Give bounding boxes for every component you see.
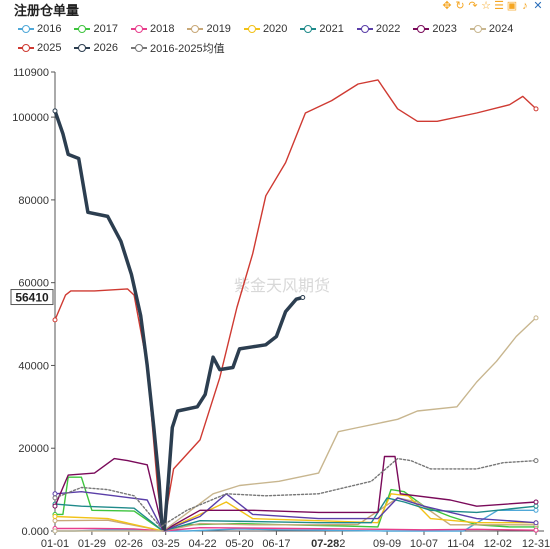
legend-label: 2016 — [37, 23, 62, 35]
x-tick-label: 12-31 — [522, 538, 550, 549]
series-point-10-1 — [300, 295, 306, 301]
legend-label: 2025 — [37, 42, 62, 54]
series-point-11-0 — [52, 495, 58, 501]
series-line-10 — [53, 109, 305, 531]
y-tick-label: 110900 — [13, 67, 49, 79]
chart-legend: 2016 2017 2018 2019 2020 2021 2022 2023 2024 2025… — [18, 22, 544, 55]
legend-marker-icon — [356, 24, 373, 34]
close-icon[interactable]: ✕ — [533, 0, 543, 12]
y-tick-label: 80000 — [18, 195, 49, 207]
legend-item[interactable]: 2021 — [300, 22, 344, 36]
image-icon[interactable]: ▣ — [506, 0, 518, 12]
legend-marker-icon — [413, 24, 430, 34]
refresh-icon[interactable]: ↻ — [455, 0, 465, 12]
legend-label: 2017 — [93, 23, 118, 35]
legend-marker-icon — [130, 43, 147, 53]
legend-marker-icon — [18, 24, 34, 34]
legend-marker-icon — [469, 24, 486, 34]
y-tick-label: 60000 — [18, 278, 49, 290]
x-tick-label: 11-04 — [447, 538, 474, 549]
x-tick-label: 09-09 — [373, 538, 401, 549]
x-tick-label: 06-17 — [262, 538, 290, 549]
x-tick-label: 04-22 — [189, 538, 217, 549]
legend-item[interactable]: 2016-2025均值 — [130, 41, 225, 55]
series-point-8-1 — [533, 315, 539, 321]
legend-label: 2019 — [206, 23, 231, 35]
legend-label: 2024 — [488, 23, 514, 35]
legend-item[interactable]: 2026 — [74, 41, 118, 55]
series-point-0-1 — [533, 507, 539, 513]
series-point-10-0 — [52, 108, 58, 114]
legend-marker-icon — [300, 24, 317, 34]
series-line-6 — [54, 491, 537, 532]
series-line-11 — [54, 457, 537, 528]
series-point-3-0 — [52, 518, 58, 524]
chart-toolbar: ✥ ↻ ↷ ☆ ☰ ▣ ♪ ✕ — [441, 0, 544, 14]
y-tick-label: 100000 — [12, 112, 49, 124]
move-icon[interactable]: ✥ — [442, 0, 452, 12]
legend-item[interactable]: 2025 — [18, 41, 61, 55]
legend-label: 2016-2025均值 — [149, 43, 225, 55]
legend-item[interactable]: 2024 — [469, 22, 514, 36]
y-tick-label: 0.000 — [21, 526, 49, 538]
y-tick-label: 40000 — [18, 360, 49, 372]
x-highlight-box — [303, 535, 348, 549]
chart-title: 注册仓单量 — [14, 3, 80, 18]
x-tick-label: 02-26 — [115, 538, 143, 549]
y-tick-label: 20000 — [18, 443, 49, 455]
series-point-4-0 — [52, 514, 58, 520]
legend-item[interactable]: 2023 — [413, 22, 457, 36]
legend-label: 2022 — [375, 23, 401, 35]
legend-marker-icon — [130, 24, 147, 34]
legend-item[interactable]: 2020 — [243, 22, 288, 36]
legend-label: 2020 — [262, 23, 288, 35]
y-highlight-label: 56410 — [15, 291, 49, 305]
x-tick-label: 12-02 — [484, 538, 512, 549]
series-line-5 — [54, 497, 537, 532]
series-point-2-1 — [533, 527, 539, 533]
star-icon[interactable]: ☆ — [481, 0, 491, 12]
x-tick-label: 01-01 — [41, 538, 69, 549]
legend-label: 2026 — [93, 42, 118, 54]
series-line-7 — [54, 455, 537, 532]
redo-icon[interactable]: ↷ — [468, 0, 478, 12]
series-point-9-0 — [52, 317, 58, 323]
series-point-5-1 — [533, 503, 539, 509]
legend-item[interactable]: 2016 — [18, 22, 61, 36]
legend-marker-icon — [18, 43, 34, 53]
x-tick-label: 10-07 — [410, 538, 438, 549]
x-tick-label: 05-20 — [225, 538, 253, 549]
x-highlight-label: 07-28 — [311, 538, 339, 549]
series-point-6-1 — [533, 520, 539, 526]
watermark: 紫金天风期货 — [234, 277, 330, 295]
legend-item[interactable]: 2018 — [130, 22, 175, 36]
y-highlight-box — [10, 289, 54, 306]
legend-item[interactable]: 2019 — [187, 22, 231, 36]
legend-label: 2021 — [319, 23, 344, 35]
legend-marker-icon — [74, 43, 91, 53]
bell-icon[interactable]: ♪ — [522, 0, 528, 12]
series-line-9 — [54, 79, 537, 530]
series-line-2 — [54, 527, 537, 532]
list-icon[interactable]: ☰ — [494, 0, 504, 12]
x-tick-label: 2 — [339, 538, 345, 549]
series-line-0 — [54, 509, 537, 532]
legend-marker-icon — [243, 24, 260, 34]
series-point-7-1 — [533, 499, 539, 505]
series-point-7-0 — [52, 503, 58, 509]
series-point-9-1 — [533, 106, 539, 112]
series-point-8-0 — [52, 528, 58, 534]
legend-item[interactable]: 2017 — [74, 22, 118, 36]
series-line-8 — [54, 317, 537, 532]
legend-item[interactable]: 2022 — [356, 22, 401, 36]
legend-marker-icon — [187, 24, 204, 34]
series-point-6-0 — [52, 491, 58, 497]
series-point-11-1 — [533, 458, 539, 464]
x-tick-label: 01-29 — [78, 538, 106, 549]
legend-label: 2023 — [432, 23, 457, 35]
x-tick-label: 03-25 — [152, 538, 180, 549]
legend-marker-icon — [74, 24, 91, 34]
legend-label: 2018 — [149, 23, 175, 35]
